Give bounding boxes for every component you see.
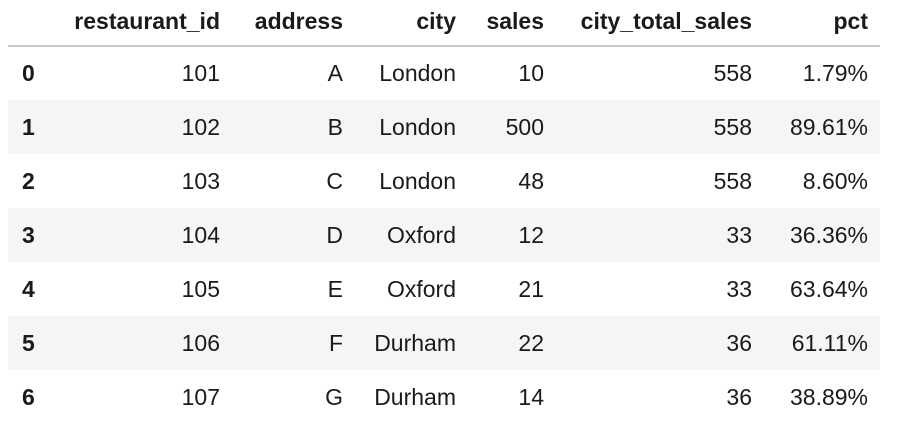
row-index: 2 <box>22 167 35 194</box>
table-row: 6 107 G Durham 14 36 38.89% <box>8 370 880 424</box>
cell-sales: 22 <box>518 329 544 356</box>
row-index: 6 <box>22 383 35 410</box>
row-index: 5 <box>22 329 35 356</box>
table-row: 5 106 F Durham 22 36 61.11% <box>8 316 880 370</box>
column-header-address: address <box>254 8 343 34</box>
cell-city-total-sales: 33 <box>726 275 752 302</box>
cell-sales: 10 <box>518 60 544 86</box>
table-header: restaurant_id address city sales city_to… <box>8 0 880 46</box>
cell-pct: 36.36% <box>789 221 868 248</box>
header-row: restaurant_id address city sales city_to… <box>8 0 880 46</box>
cell-sales: 21 <box>518 275 544 302</box>
column-header-restaurant-id: restaurant_id <box>74 8 220 34</box>
column-header-sales: sales <box>486 8 544 34</box>
cell-address: C <box>326 167 343 194</box>
cell-restaurant-id: 103 <box>181 167 220 194</box>
cell-city: Durham <box>374 383 456 410</box>
cell-address: D <box>326 221 343 248</box>
cell-city: Durham <box>374 329 456 356</box>
cell-sales: 48 <box>518 167 544 194</box>
cell-city-total-sales: 558 <box>713 113 752 140</box>
cell-city-total-sales: 33 <box>726 221 752 248</box>
table-row: 3 104 D Oxford 12 33 36.36% <box>8 208 880 262</box>
row-index: 3 <box>22 221 35 248</box>
table-row: 0 101 A London 10 558 1.79% <box>8 46 880 100</box>
cell-sales: 12 <box>518 221 544 248</box>
cell-pct: 38.89% <box>789 383 868 410</box>
cell-city: London <box>379 60 456 86</box>
row-index: 4 <box>22 275 35 302</box>
cell-pct: 89.61% <box>789 113 868 140</box>
cell-restaurant-id: 101 <box>181 60 220 86</box>
table-body: 0 101 A London 10 558 1.79% 1 102 B Lond… <box>8 46 880 424</box>
column-header-pct: pct <box>833 8 869 34</box>
cell-pct: 8.60% <box>802 167 868 194</box>
cell-address: B <box>327 113 343 140</box>
column-header-city-total-sales: city_total_sales <box>580 8 752 34</box>
dataframe-output: restaurant_id address city sales city_to… <box>8 0 880 424</box>
cell-city: London <box>379 113 456 140</box>
cell-pct: 61.11% <box>791 329 868 356</box>
dataframe-table: restaurant_id address city sales city_to… <box>8 0 880 424</box>
cell-address: G <box>325 383 343 410</box>
cell-restaurant-id: 106 <box>181 329 220 356</box>
table-row: 2 103 C London 48 558 8.60% <box>8 154 880 208</box>
cell-city-total-sales: 36 <box>726 329 752 356</box>
cell-address: F <box>328 329 343 356</box>
cell-sales: 500 <box>505 113 544 140</box>
cell-address: E <box>327 275 343 302</box>
cell-restaurant-id: 104 <box>181 221 220 248</box>
cell-city-total-sales: 558 <box>713 60 752 86</box>
cell-city: London <box>379 167 456 194</box>
cell-city-total-sales: 558 <box>713 167 752 194</box>
cell-restaurant-id: 107 <box>181 383 220 410</box>
cell-restaurant-id: 102 <box>181 113 220 140</box>
table-row: 1 102 B London 500 558 89.61% <box>8 100 880 154</box>
cell-address: A <box>327 60 343 86</box>
row-index: 1 <box>22 113 35 140</box>
row-index: 0 <box>22 60 35 86</box>
cell-restaurant-id: 105 <box>181 275 220 302</box>
index-column-header <box>8 0 52 46</box>
table-row: 4 105 E Oxford 21 33 63.64% <box>8 262 880 316</box>
cell-city: Oxford <box>386 275 456 302</box>
column-header-city: city <box>416 8 456 34</box>
cell-pct: 63.64% <box>789 275 868 302</box>
cell-city: Oxford <box>386 221 456 248</box>
cell-pct: 1.79% <box>802 60 868 86</box>
cell-city-total-sales: 36 <box>726 383 752 410</box>
cell-sales: 14 <box>518 383 544 410</box>
